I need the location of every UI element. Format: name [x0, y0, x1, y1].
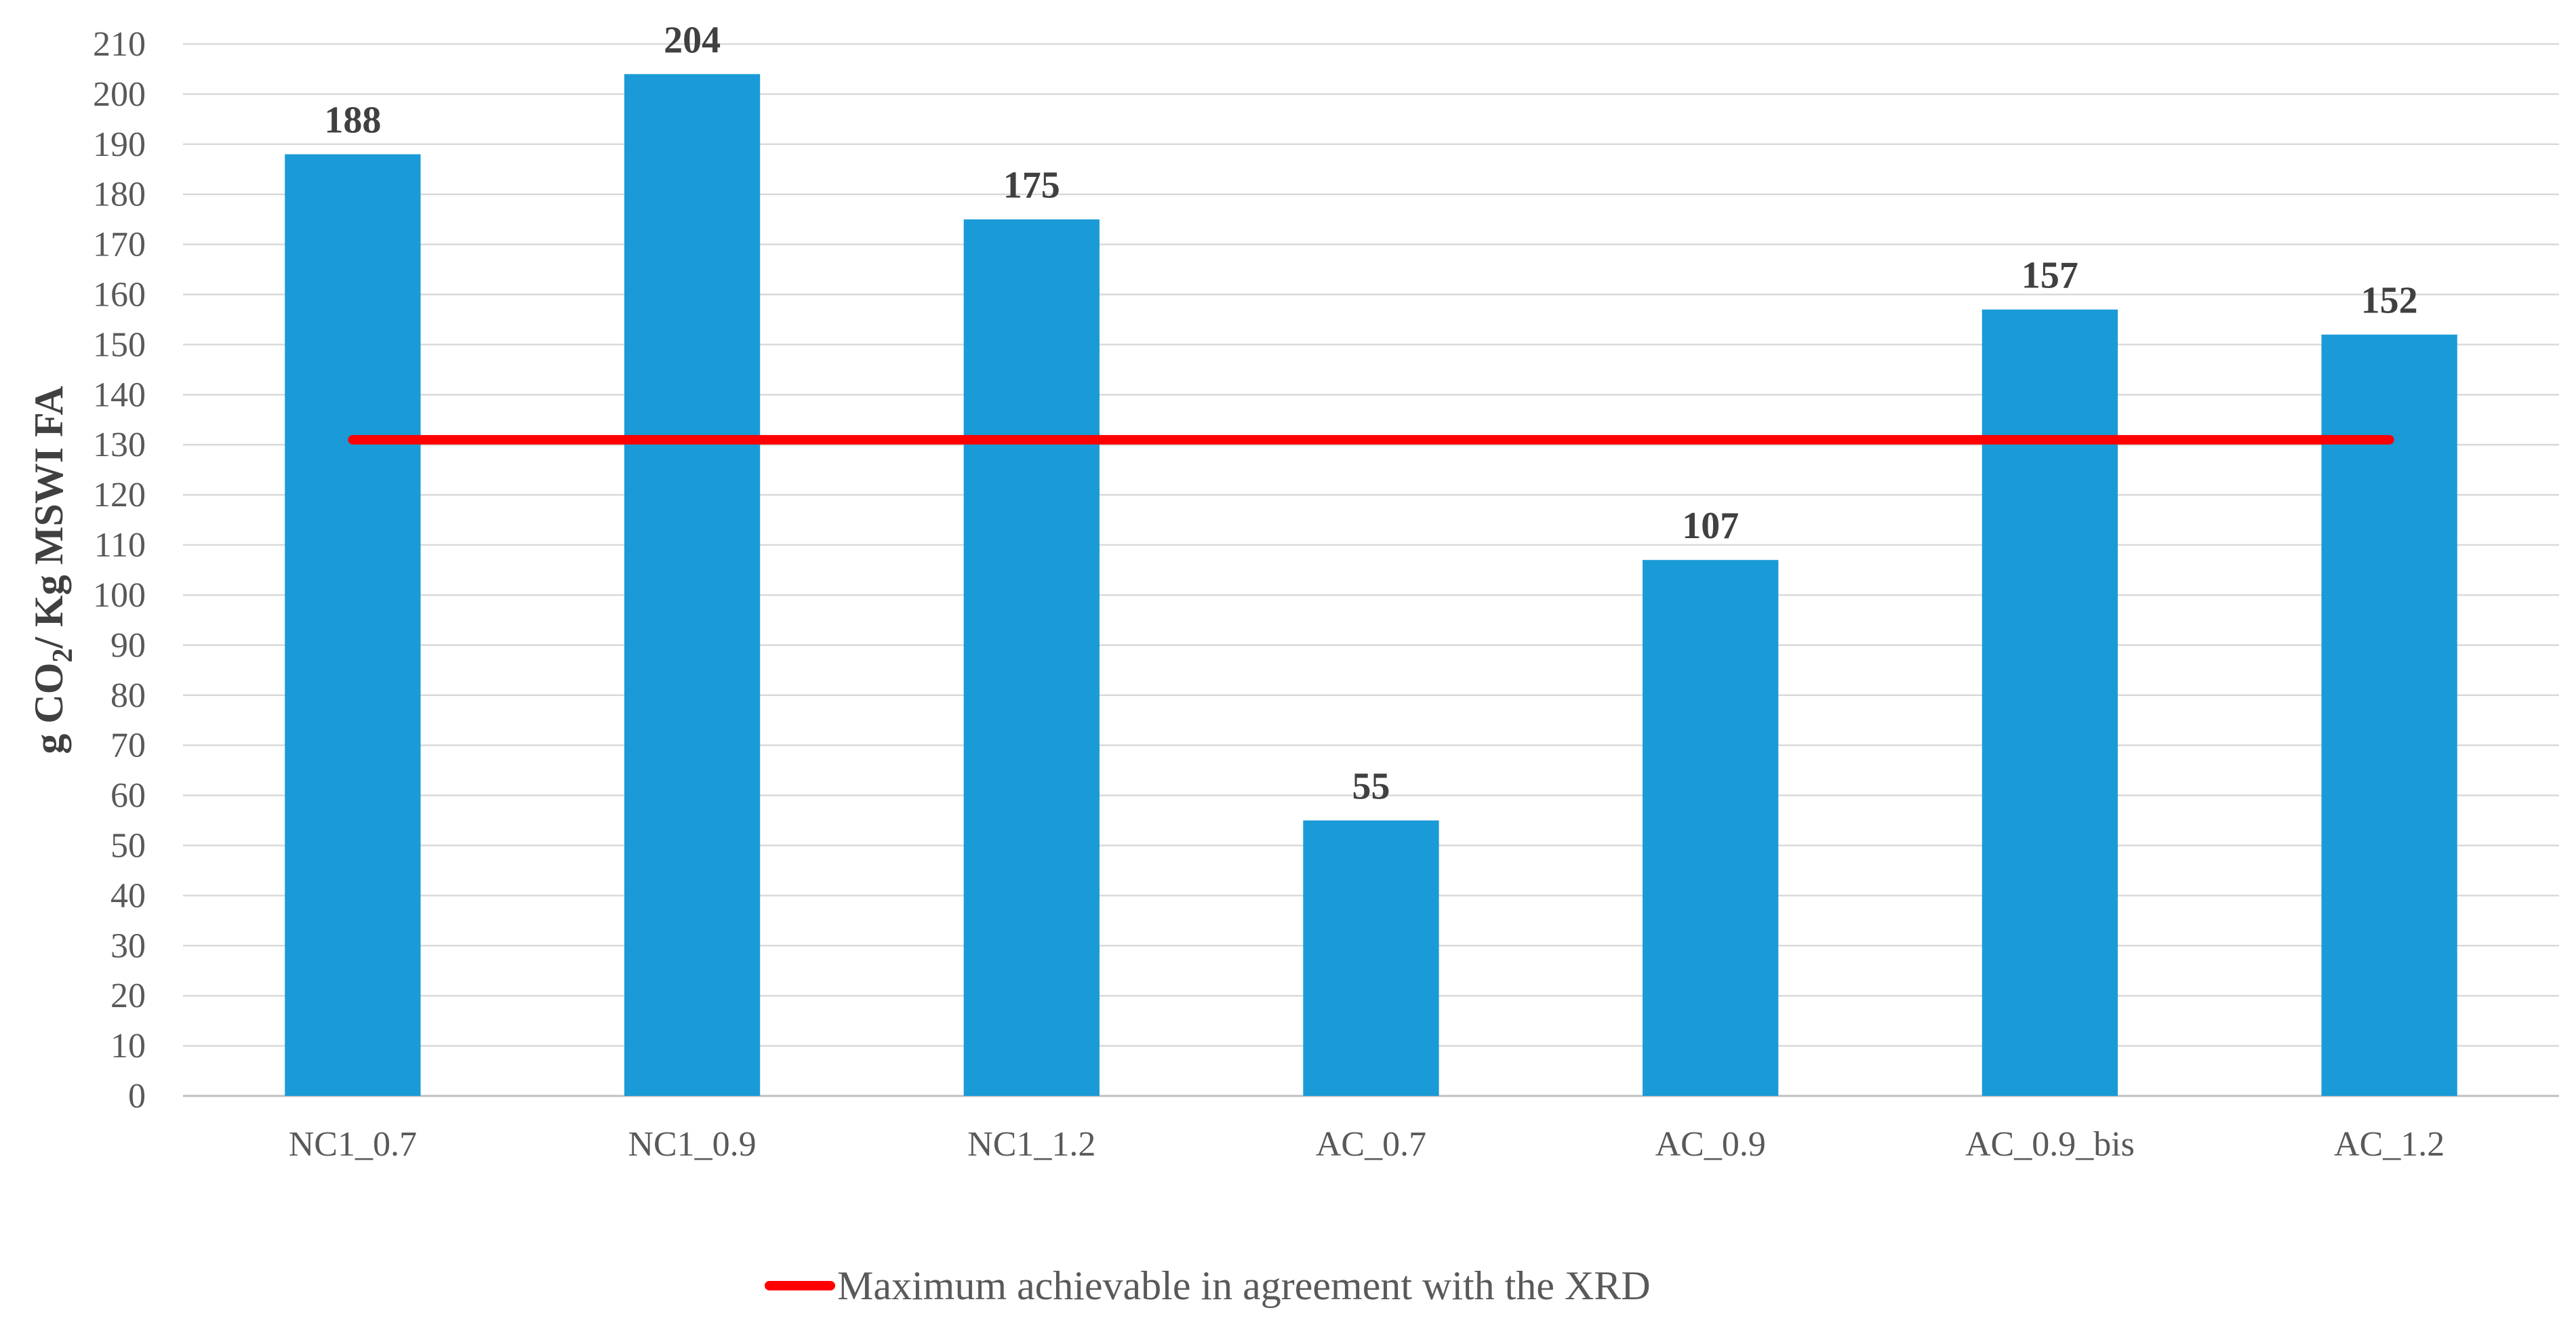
y-tick-label: 180 [93, 176, 146, 214]
x-axis-categories: NC1_0.7 NC1_0.9 NC1_1.2 AC_0.7 AC_0.9 AC_0.9_… [289, 1125, 2445, 1164]
legend-label: Maximum achievable in agreement with the… [837, 1263, 1651, 1308]
y-tick-label: 60 [110, 777, 146, 815]
y-tick-label: 40 [110, 876, 146, 915]
y-axis-title: g CO2/ Kg MSWI FA [26, 386, 79, 754]
y-axis-title-layer: g CO2/ Kg MSWI FA [26, 386, 79, 754]
y-tick-label: 70 [110, 727, 146, 765]
y-tick-label: 80 [110, 676, 146, 715]
gridlines [183, 43, 2559, 1097]
y-tick-label: 120 [93, 476, 146, 514]
y-tick-label: 50 [110, 826, 146, 865]
data-label: 175 [1003, 165, 1060, 207]
y-tick-label: 110 [94, 526, 146, 565]
data-label: 188 [324, 100, 381, 142]
x-category-label: NC1_0.9 [628, 1125, 756, 1164]
x-category-label: NC1_0.7 [289, 1125, 417, 1164]
data-label: 204 [664, 19, 721, 61]
data-labels: 188 204 175 55 107 157 152 [324, 19, 2417, 807]
y-tick-label: 90 [110, 626, 146, 665]
data-label: 152 [2361, 280, 2418, 322]
data-label: 55 [1352, 766, 1390, 808]
y-tick-label: 170 [93, 226, 146, 264]
y-tick-label: 190 [93, 125, 146, 164]
y-tick-label: 20 [110, 977, 146, 1015]
y-tick-label: 0 [128, 1077, 146, 1116]
y-tick-label: 140 [93, 375, 146, 414]
y-tick-label: 100 [93, 576, 146, 615]
bar [624, 74, 761, 1096]
x-category-label: AC_0.9 [1655, 1125, 1766, 1164]
x-category-label: AC_0.9_bis [1965, 1125, 2135, 1164]
bar [963, 219, 1100, 1097]
bar [285, 154, 421, 1097]
x-category-label: NC1_1.2 [967, 1125, 1095, 1164]
legend: Maximum achievable in agreement with the… [765, 1263, 1651, 1308]
y-tick-label: 150 [93, 325, 146, 364]
y-tick-label: 30 [110, 926, 146, 965]
y-tick-label: 210 [93, 25, 146, 64]
x-category-label: AC_0.7 [1316, 1125, 1426, 1164]
y-tick-label: 200 [93, 75, 146, 114]
bars [285, 74, 2457, 1097]
x-category-label: AC_1.2 [2334, 1125, 2444, 1164]
y-tick-label: 130 [93, 426, 146, 464]
y-tick-label: 10 [110, 1027, 146, 1065]
bar [2321, 334, 2457, 1097]
y-tick-label: 160 [93, 276, 146, 314]
data-label: 157 [2021, 255, 2078, 297]
data-label: 107 [1682, 505, 1739, 547]
bar [1643, 560, 1779, 1096]
bar [1303, 820, 1439, 1096]
y-axis-ticks: 0 10 20 30 40 50 60 70 80 90 100 110 120 130 140 150 160… [93, 25, 146, 1116]
bar [1981, 309, 2118, 1096]
